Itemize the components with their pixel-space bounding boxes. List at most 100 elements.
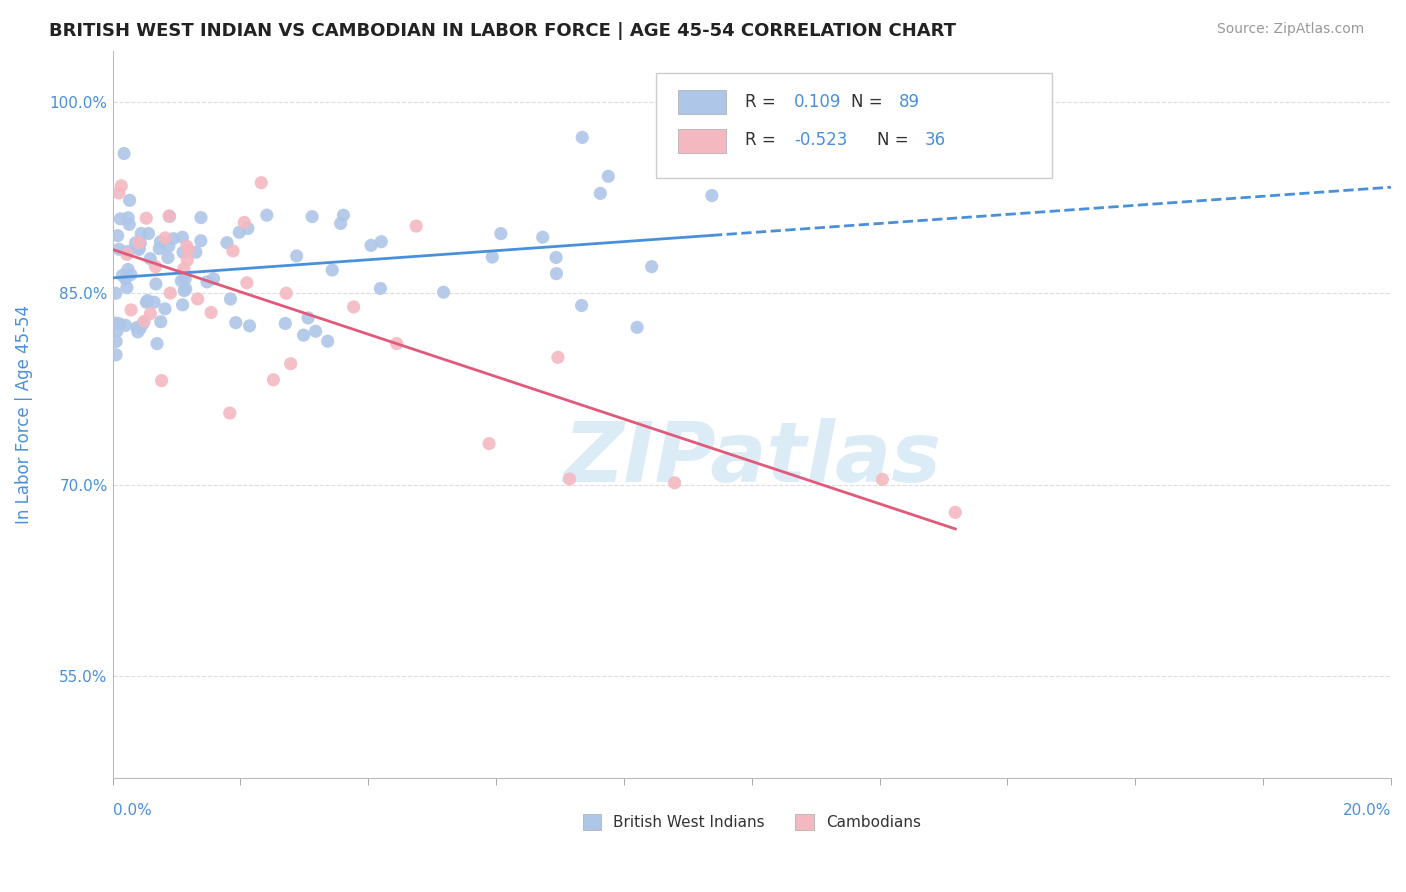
Point bbox=[225, 316, 247, 330]
Point bbox=[215, 235, 238, 250]
Point bbox=[700, 188, 723, 202]
Point bbox=[558, 472, 581, 486]
Point bbox=[128, 243, 150, 257]
Point bbox=[405, 219, 427, 233]
Text: 89: 89 bbox=[898, 93, 920, 111]
Point bbox=[190, 211, 212, 225]
Point bbox=[135, 295, 157, 310]
Point bbox=[104, 286, 127, 301]
Point bbox=[124, 235, 146, 250]
Point bbox=[184, 245, 207, 260]
Point bbox=[664, 475, 686, 490]
Point bbox=[149, 235, 172, 249]
Point bbox=[236, 221, 259, 235]
Point bbox=[172, 245, 194, 260]
Text: 20.0%: 20.0% bbox=[1343, 803, 1391, 818]
Point bbox=[571, 130, 593, 145]
Point bbox=[172, 230, 194, 244]
Point bbox=[262, 373, 284, 387]
Point bbox=[432, 285, 454, 300]
Point bbox=[547, 351, 569, 365]
Point bbox=[128, 241, 150, 255]
Point bbox=[128, 235, 150, 250]
Point bbox=[174, 282, 197, 296]
Point bbox=[173, 284, 195, 298]
Point bbox=[360, 238, 382, 252]
Point bbox=[219, 292, 242, 306]
Point bbox=[132, 317, 155, 331]
Point bbox=[146, 336, 169, 351]
Point bbox=[104, 316, 127, 330]
Point bbox=[105, 334, 128, 349]
Point bbox=[177, 244, 200, 258]
Point bbox=[111, 268, 134, 283]
Point bbox=[301, 210, 323, 224]
Text: R =: R = bbox=[745, 131, 782, 149]
Point bbox=[200, 305, 222, 319]
Point bbox=[117, 262, 139, 277]
Point bbox=[218, 406, 240, 420]
Point bbox=[250, 176, 273, 190]
Point bbox=[285, 249, 308, 263]
Point bbox=[107, 228, 129, 243]
Point bbox=[129, 227, 152, 241]
Text: BRITISH WEST INDIAN VS CAMBODIAN IN LABOR FORCE | AGE 45-54 CORRELATION CHART: BRITISH WEST INDIAN VS CAMBODIAN IN LABO… bbox=[49, 22, 956, 40]
Point bbox=[159, 210, 181, 224]
Text: ZIPatlas: ZIPatlas bbox=[562, 417, 941, 499]
Point bbox=[478, 436, 501, 450]
Point bbox=[626, 320, 648, 334]
Point bbox=[176, 253, 198, 268]
Point bbox=[108, 317, 131, 331]
Text: -0.523: -0.523 bbox=[794, 131, 848, 149]
Point bbox=[105, 324, 128, 338]
Point bbox=[481, 250, 503, 264]
Point bbox=[108, 242, 131, 256]
Point bbox=[546, 251, 568, 265]
Text: 0.0%: 0.0% bbox=[112, 803, 152, 818]
Point bbox=[329, 216, 352, 230]
Point bbox=[316, 334, 339, 349]
Point bbox=[162, 232, 184, 246]
Point bbox=[256, 208, 278, 222]
Legend: British West Indians, Cambodians: British West Indians, Cambodians bbox=[576, 808, 927, 836]
Point bbox=[222, 244, 245, 258]
Text: R =: R = bbox=[745, 93, 782, 111]
Point bbox=[370, 281, 392, 295]
Point bbox=[118, 194, 141, 208]
Point bbox=[228, 225, 250, 239]
Point bbox=[321, 263, 343, 277]
Text: 36: 36 bbox=[924, 131, 945, 149]
Point bbox=[150, 374, 173, 388]
Point bbox=[571, 298, 593, 312]
Point bbox=[202, 271, 225, 285]
Point bbox=[108, 186, 131, 200]
Point bbox=[304, 324, 326, 338]
Point bbox=[159, 286, 181, 301]
Point bbox=[143, 295, 166, 310]
Point bbox=[274, 317, 297, 331]
Point bbox=[118, 218, 141, 232]
Point bbox=[190, 234, 212, 248]
Point bbox=[114, 272, 136, 286]
Point bbox=[117, 211, 139, 225]
Point bbox=[129, 321, 152, 335]
Point bbox=[297, 310, 319, 325]
Point bbox=[149, 315, 172, 329]
Point bbox=[153, 231, 176, 245]
Text: N =: N = bbox=[852, 93, 889, 111]
Point bbox=[115, 247, 138, 261]
Bar bbox=[678, 128, 725, 153]
Point bbox=[112, 146, 135, 161]
Text: Source: ZipAtlas.com: Source: ZipAtlas.com bbox=[1216, 22, 1364, 37]
Point bbox=[332, 208, 354, 222]
Point bbox=[125, 320, 148, 334]
Point bbox=[105, 348, 128, 362]
Point bbox=[236, 276, 259, 290]
Point bbox=[153, 301, 176, 316]
Point bbox=[170, 274, 193, 288]
Point bbox=[233, 215, 256, 229]
Text: 0.109: 0.109 bbox=[794, 93, 841, 111]
Y-axis label: In Labor Force | Age 45-54: In Labor Force | Age 45-54 bbox=[15, 305, 32, 524]
Point bbox=[292, 328, 315, 343]
Point bbox=[187, 292, 209, 306]
